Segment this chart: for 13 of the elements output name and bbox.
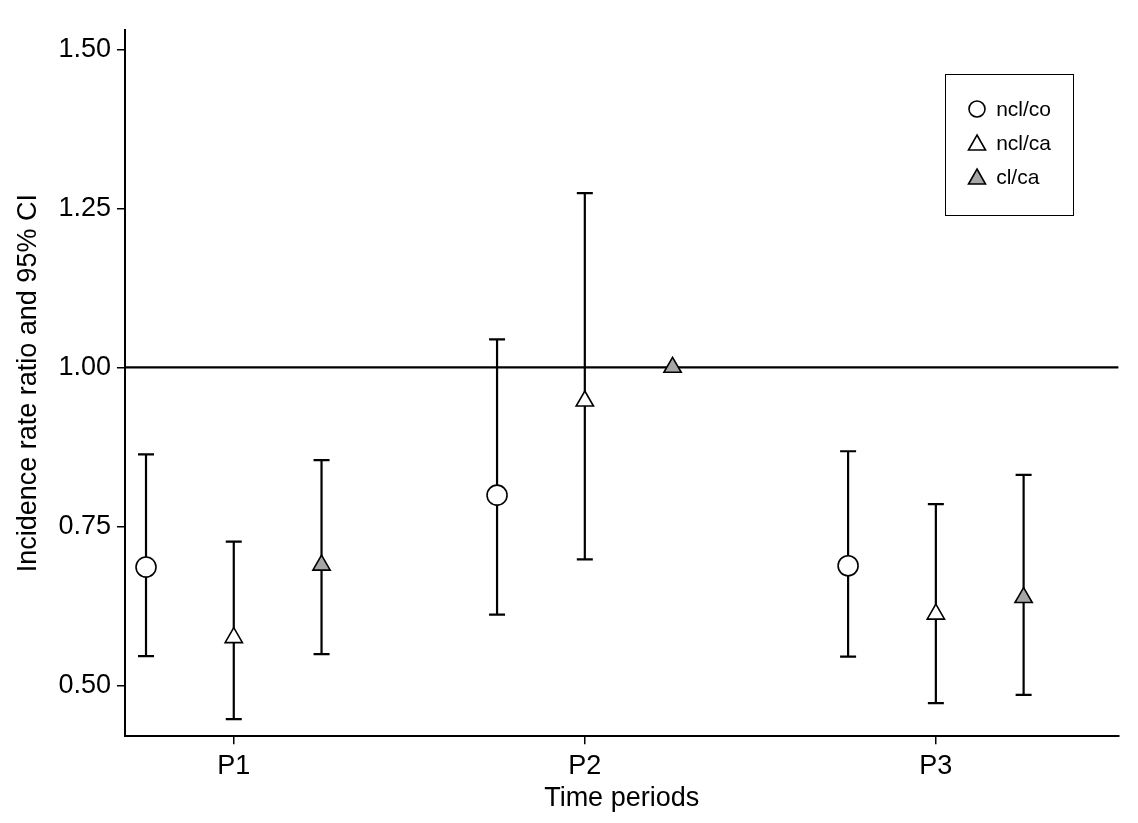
y-axis-title: Incidence rate ratio and 95% CI [11, 194, 42, 573]
x-tick-label: P3 [919, 749, 953, 780]
y-tick-label: 1.50 [58, 32, 111, 63]
legend-label: ncl/co [996, 97, 1051, 121]
x-tick-label: P1 [217, 749, 251, 780]
x-axis-title: Time periods [544, 782, 700, 813]
y-tick-label: 0.75 [58, 509, 111, 540]
y-tick-label: 1.00 [58, 350, 111, 381]
legend-label: ncl/ca [996, 131, 1051, 155]
y-tick-label: 0.50 [58, 668, 111, 699]
y-tick-label: 1.25 [58, 191, 111, 222]
legend-label: cl/ca [996, 165, 1040, 189]
x-tick-label: P2 [568, 749, 602, 780]
